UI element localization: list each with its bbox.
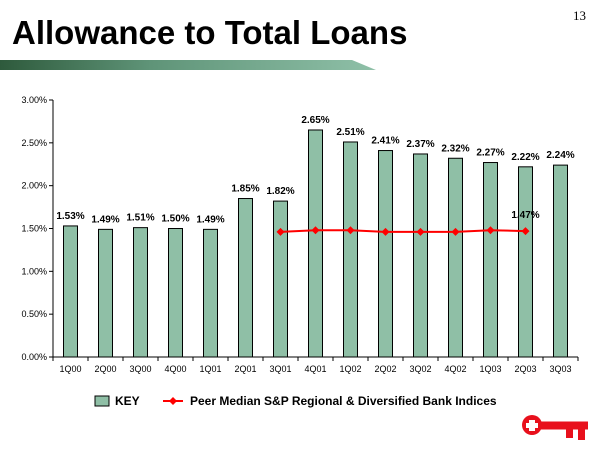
peer-median-marker [451, 227, 460, 236]
peer-median-marker [311, 226, 320, 235]
x-tick-label: 1Q01 [199, 364, 221, 374]
x-tick-label: 3Q03 [549, 364, 571, 374]
y-tick-label: 0.00% [21, 352, 47, 362]
x-tick-label: 4Q00 [164, 364, 186, 374]
peer-median-marker [381, 227, 390, 236]
x-tick-label: 3Q00 [129, 364, 151, 374]
bar-2Q02 [378, 150, 393, 358]
y-tick-label: 0.50% [21, 309, 47, 319]
x-tick-label: 1Q03 [479, 364, 501, 374]
bar-data-label: 2.41% [371, 136, 399, 147]
bar-data-label: 2.32% [441, 143, 469, 154]
x-tick-label: 2Q01 [234, 364, 256, 374]
slide-title: Allowance to Total Loans [12, 14, 408, 51]
bar-data-label: 1.53% [56, 211, 84, 222]
legend-peer-label: Peer Median S&P Regional & Diversified B… [190, 394, 497, 408]
bar-2Q01 [238, 198, 253, 358]
bar-data-label: 1.82% [266, 186, 294, 197]
y-tick-label: 1.50% [21, 224, 47, 234]
bar-data-label: 1.49% [196, 214, 224, 225]
bar-data-label: 2.24% [546, 150, 574, 161]
x-tick-label: 4Q01 [304, 364, 326, 374]
bar-2Q00 [98, 228, 113, 358]
bar-data-label: 1.49% [91, 214, 119, 225]
x-tick-label: 4Q02 [444, 364, 466, 374]
bar-4Q01 [308, 129, 323, 358]
bar-data-label: 2.22% [511, 152, 539, 163]
bar-data-label: 2.65% [301, 115, 329, 126]
peer-median-marker [346, 226, 355, 235]
legend-key-label: KEY [115, 394, 140, 408]
x-tick-label: 1Q02 [339, 364, 361, 374]
bar-data-label: 1.50% [161, 214, 189, 225]
bar-data-label: 1.85% [231, 184, 259, 195]
y-tick-label: 2.00% [21, 181, 47, 191]
x-tick-label: 3Q01 [269, 364, 291, 374]
x-tick-label: 1Q00 [59, 364, 81, 374]
bar-data-label: 2.37% [406, 139, 434, 150]
title-underline-bar [0, 60, 376, 70]
bar-4Q00 [168, 228, 183, 358]
bar-1Q03 [483, 162, 498, 358]
bar-3Q03 [553, 164, 568, 358]
peer-median-marker [276, 227, 285, 236]
x-tick-label: 3Q02 [409, 364, 431, 374]
peer-median-marker [486, 226, 495, 235]
bar-data-label: 1.51% [126, 213, 154, 224]
bar-4Q02 [448, 157, 463, 358]
peer-data-label: 1.47% [511, 210, 539, 221]
bar-1Q01 [203, 228, 218, 358]
bar-3Q01 [273, 200, 288, 358]
bar-3Q00 [133, 227, 148, 358]
peer-median-marker [416, 227, 425, 236]
peer-median-marker [521, 227, 530, 236]
bar-data-label: 2.51% [336, 127, 364, 138]
y-tick-label: 3.00% [21, 95, 47, 105]
bar-2Q03 [518, 166, 533, 358]
bar-1Q00 [63, 225, 78, 358]
page-number: 13 [573, 8, 586, 23]
legend-key-swatch [94, 395, 110, 407]
bar-1Q02 [343, 141, 358, 358]
x-tick-label: 2Q00 [94, 364, 116, 374]
y-tick-label: 1.00% [21, 266, 47, 276]
x-tick-label: 2Q03 [514, 364, 536, 374]
x-tick-label: 2Q02 [374, 364, 396, 374]
y-tick-label: 2.50% [21, 138, 47, 148]
peer-median-line [280, 229, 526, 233]
legend-peer-marker [169, 397, 177, 405]
bar-3Q02 [413, 153, 428, 358]
bar-data-label: 2.27% [476, 148, 504, 159]
